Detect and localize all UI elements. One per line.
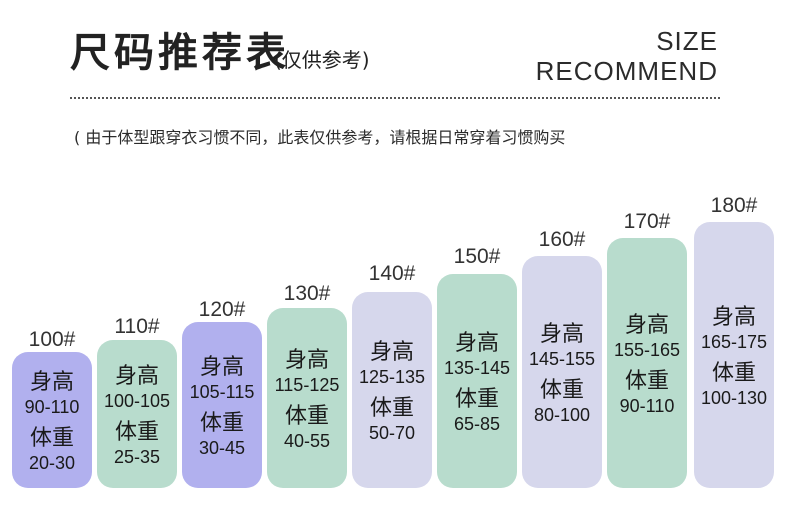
size-label: 180# bbox=[710, 194, 758, 217]
height-value: 115-125 bbox=[274, 375, 340, 395]
weight-label: 体重 bbox=[539, 378, 584, 403]
size-card-110: 身高 100-105 体重 25-35 bbox=[97, 340, 177, 488]
size-label: 150# bbox=[453, 245, 501, 268]
height-label: 身高 bbox=[114, 364, 159, 389]
weight-value: 80-100 bbox=[533, 405, 591, 425]
height-value: 100-105 bbox=[103, 391, 171, 411]
weight-value: 65-85 bbox=[453, 414, 501, 434]
disclaimer-note: ( 由于体型跟穿衣习惯不同，此表仅供参考，请根据日常穿着习惯购买 bbox=[74, 128, 566, 147]
size-label: 100# bbox=[28, 328, 76, 351]
height-label: 身高 bbox=[539, 322, 584, 347]
size-label: 110# bbox=[114, 315, 160, 338]
size-label: 140# bbox=[368, 262, 416, 285]
dotted-divider bbox=[70, 97, 720, 99]
weight-value: 50-70 bbox=[368, 423, 416, 443]
page-subtitle: (仅供参考) bbox=[274, 48, 370, 72]
height-value: 125-135 bbox=[358, 367, 426, 387]
height-label: 身高 bbox=[624, 313, 669, 338]
height-label: 身高 bbox=[29, 370, 74, 395]
weight-label: 体重 bbox=[454, 387, 499, 412]
weight-value: 90-110 bbox=[619, 396, 675, 416]
weight-value: 100-130 bbox=[700, 388, 768, 408]
size-card-180: 身高 165-175 体重 100-130 bbox=[694, 222, 774, 488]
size-card-150: 身高 135-145 体重 65-85 bbox=[437, 274, 517, 488]
height-label: 身高 bbox=[711, 305, 756, 330]
weight-label: 体重 bbox=[199, 411, 244, 436]
height-label: 身高 bbox=[199, 355, 244, 380]
height-value: 90-110 bbox=[24, 397, 80, 417]
page-title: 尺码推荐表 bbox=[70, 30, 290, 76]
size-card-120: 身高 105-115 体重 30-45 bbox=[182, 322, 262, 488]
weight-label: 体重 bbox=[284, 404, 329, 429]
height-value: 105-115 bbox=[189, 382, 255, 402]
height-label: 身高 bbox=[369, 340, 414, 365]
height-value: 145-155 bbox=[528, 349, 596, 369]
size-card-130: 身高 115-125 体重 40-55 bbox=[267, 308, 347, 488]
weight-label: 体重 bbox=[369, 396, 414, 421]
size-label: 130# bbox=[283, 282, 331, 305]
english-title-line2: RECOMMEND bbox=[535, 56, 718, 86]
height-label: 身高 bbox=[284, 348, 329, 373]
size-card-170: 身高 155-165 体重 90-110 bbox=[607, 238, 687, 488]
weight-value: 30-45 bbox=[198, 438, 246, 458]
weight-label: 体重 bbox=[114, 420, 159, 445]
weight-value: 25-35 bbox=[113, 447, 161, 467]
size-card-100: 身高 90-110 体重 20-30 bbox=[12, 352, 92, 488]
height-value: 165-175 bbox=[700, 332, 768, 352]
size-card-140: 身高 125-135 体重 50-70 bbox=[352, 292, 432, 488]
weight-value: 40-55 bbox=[283, 431, 331, 451]
english-title: SIZE RECOMMEND bbox=[536, 26, 718, 86]
weight-label: 体重 bbox=[711, 361, 756, 386]
height-value: 135-145 bbox=[443, 358, 511, 378]
height-label: 身高 bbox=[454, 331, 499, 356]
size-label: 120# bbox=[198, 298, 246, 321]
weight-label: 体重 bbox=[29, 426, 74, 451]
height-value: 155-165 bbox=[613, 340, 681, 360]
weight-label: 体重 bbox=[624, 369, 669, 394]
weight-value: 20-30 bbox=[28, 453, 76, 473]
english-title-line1: SIZE bbox=[656, 26, 718, 56]
size-card-160: 身高 145-155 体重 80-100 bbox=[522, 256, 602, 488]
size-label: 160# bbox=[538, 228, 586, 251]
size-label: 170# bbox=[623, 210, 671, 233]
